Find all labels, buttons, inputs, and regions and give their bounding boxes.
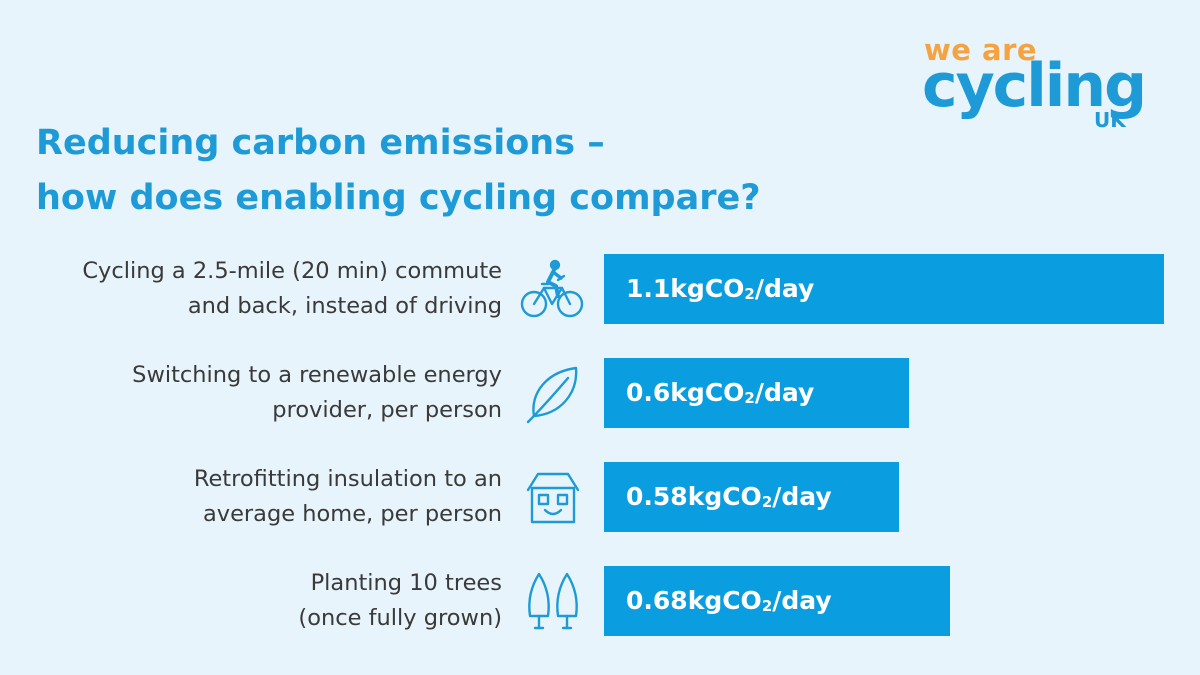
category-label-line: Switching to a renewable energy xyxy=(132,362,502,388)
category-label: Retrofitting insulation to an average hom… xyxy=(22,462,502,532)
category-label-line: Planting 10 trees xyxy=(310,570,502,596)
data-label-unit-subscript: 2 xyxy=(761,597,773,615)
data-label-unit-suffix: /day xyxy=(754,274,815,303)
house-icon xyxy=(518,462,588,532)
chart-title-line-2: how does enabling cycling compare? xyxy=(36,178,761,218)
category-label-line: Cycling a 2.5-mile (20 min) commute xyxy=(82,258,502,284)
data-label-unit: kgCO xyxy=(670,378,745,407)
data-label-value: 0.58 xyxy=(626,482,688,511)
chart-title: Reducing carbon emissions – how does ena… xyxy=(36,116,761,226)
data-label-value: 0.68 xyxy=(626,586,688,615)
bicycle-icon xyxy=(518,254,588,324)
category-label: Planting 10 trees (once fully grown) xyxy=(22,566,502,636)
category-label: Switching to a renewable energy provider,… xyxy=(22,358,502,428)
data-label: 0.68kgCO2/day xyxy=(626,566,832,639)
category-label-line: average home, per person xyxy=(202,501,502,527)
data-label-unit-subscript: 2 xyxy=(744,285,755,303)
category-label-line: Retrofitting insulation to an xyxy=(193,466,502,492)
bar: 0.58kgCO2/day xyxy=(604,462,899,532)
logo-we-are: we are xyxy=(924,33,1038,67)
data-label: 0.6kgCO2/day xyxy=(626,358,814,431)
data-label-unit: kgCO xyxy=(687,586,762,615)
data-label-value: 0.6 xyxy=(626,378,671,407)
data-label-unit-suffix: /day xyxy=(772,586,832,615)
data-label-unit-subscript: 2 xyxy=(761,493,773,511)
data-label-value: 1.1 xyxy=(626,274,671,303)
category-label-line: provider, per person xyxy=(272,397,502,423)
bar: 0.6kgCO2/day xyxy=(604,358,909,428)
data-label-unit: kgCO xyxy=(670,274,745,303)
data-label: 0.58kgCO2/day xyxy=(626,462,832,535)
cycling-uk-logo: we are cycling UK xyxy=(922,36,1172,136)
leaf-icon xyxy=(520,358,590,428)
category-label-line: and back, instead of driving xyxy=(187,293,502,319)
data-label-unit-suffix: /day xyxy=(754,378,815,407)
data-label-unit: kgCO xyxy=(687,482,762,511)
trees-icon xyxy=(518,566,588,636)
data-label: 1.1kgCO2/day xyxy=(626,254,814,327)
logo-cycling: cycling xyxy=(922,51,1147,121)
bar: 1.1kgCO2/day xyxy=(604,254,1164,324)
data-label-unit-subscript: 2 xyxy=(744,389,755,407)
bar: 0.68kgCO2/day xyxy=(604,566,950,636)
data-label-unit-suffix: /day xyxy=(772,482,832,511)
logo-uk: UK xyxy=(1094,108,1126,132)
chart-title-line-1: Reducing carbon emissions – xyxy=(36,123,605,163)
category-label: Cycling a 2.5-mile (20 min) commute and b… xyxy=(22,254,502,324)
category-label-line: (once fully grown) xyxy=(298,605,502,631)
